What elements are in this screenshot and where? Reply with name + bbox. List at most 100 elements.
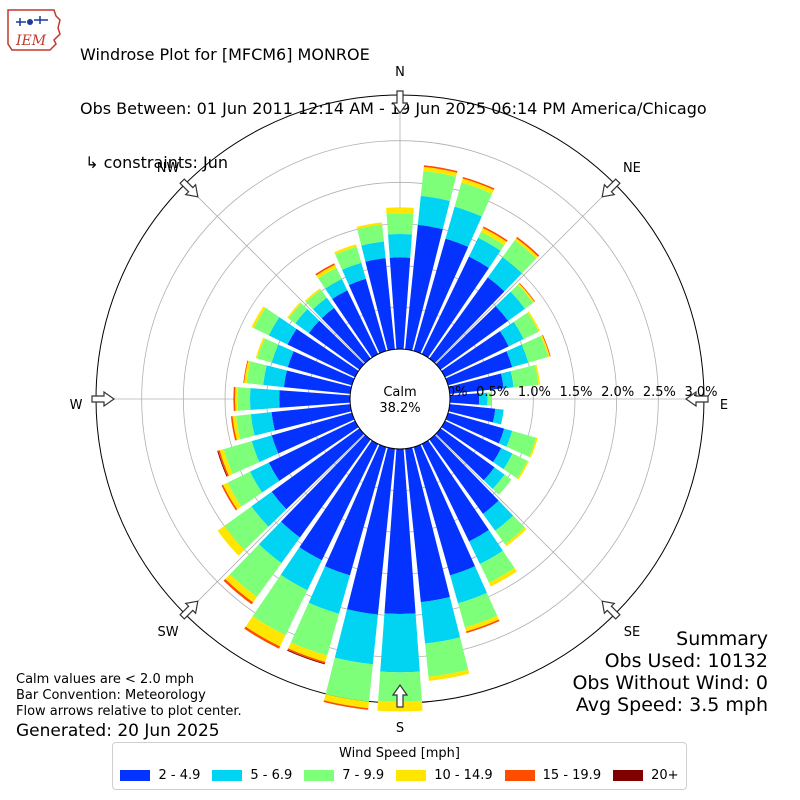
bar-330-bin-1 — [325, 279, 348, 300]
bar-320-bin-3 — [304, 288, 321, 303]
bar-240-bin-2 — [227, 471, 263, 507]
bar-220-bin-1 — [258, 521, 300, 564]
legend-item-1: 5 - 6.9 — [212, 768, 292, 783]
bar-230-bin-0 — [271, 428, 365, 510]
bar-240-bin-0 — [268, 420, 359, 481]
bar-60-bin-1 — [499, 321, 524, 347]
legend-item-3: 10 - 14.9 — [396, 768, 493, 783]
bar-280-bin-3 — [244, 360, 251, 384]
title-line-constraints: ↳ constraints: Jun — [80, 153, 228, 172]
bar-330-bin-0 — [332, 290, 379, 358]
bar-30-bin-3 — [481, 228, 507, 246]
bar-160-bin-0 — [413, 444, 476, 576]
bar-340-bin-0 — [348, 278, 387, 354]
bar-170-bin-3 — [428, 669, 470, 681]
legend-label-5: 20+ — [651, 768, 679, 783]
bar-330-bin-4 — [315, 263, 335, 276]
dir-label-n: N — [395, 65, 405, 80]
legend: Wind Speed [mph] 2 - 4.9 5 - 6.9 7 - 9.9 10… — [112, 742, 687, 790]
bar-40-bin-3 — [514, 238, 539, 259]
bar-250-bin-5 — [217, 450, 228, 477]
bar-50-bin-1 — [495, 291, 525, 321]
bar-0-bin-2 — [386, 213, 414, 235]
bar-10-bin-4 — [423, 165, 458, 173]
bar-10-bin-1 — [417, 195, 450, 230]
bar-240-bin-3 — [223, 482, 242, 510]
direction-labels: N NE E SE S SW W NW — [70, 65, 729, 736]
bar-70-bin-4 — [542, 334, 551, 357]
title-line-station: Windrose Plot for [MFCM6] MONROE — [80, 45, 370, 64]
bar-280-bin-2 — [246, 361, 267, 385]
arrow-sw — [179, 600, 199, 620]
bar-290-bin-3 — [255, 337, 265, 359]
bar-310-bin-0 — [308, 320, 365, 370]
bar-340-bin-2 — [335, 246, 362, 270]
bar-260-bin-0 — [271, 404, 352, 431]
bar-280-bin-1 — [263, 365, 287, 388]
legend-label-2: 7 - 9.9 — [342, 768, 385, 783]
bar-350-bin-0 — [365, 258, 395, 351]
legend-item-2: 7 - 9.9 — [304, 768, 384, 783]
dir-label-ne: NE — [623, 161, 641, 176]
bar-100-bin-1 — [492, 408, 504, 425]
bar-0-bin-1 — [388, 234, 412, 258]
arrow-n — [391, 90, 409, 115]
bar-210-bin-0 — [299, 440, 379, 561]
bar-120-bin-2 — [503, 453, 528, 479]
bar-250-bin-4 — [218, 450, 229, 477]
bar-260-bin-1 — [250, 412, 275, 436]
grid-spoke-315 — [184, 183, 365, 364]
bar-110-bin-0 — [445, 412, 505, 444]
bar-80-bin-2 — [510, 364, 539, 388]
bar-50-bin-4 — [518, 282, 536, 302]
radial-tick-1: 0.5% — [476, 385, 509, 400]
bar-240-bin-4 — [221, 484, 238, 511]
bar-10-bin-2 — [420, 171, 457, 202]
bar-190-bin-3 — [324, 693, 369, 709]
bar-220-bin-2 — [229, 544, 282, 597]
bar-120-bin-3 — [517, 460, 529, 480]
bar-70-bin-2 — [521, 335, 549, 363]
bar-230-bin-1 — [251, 491, 287, 527]
bar-330-bin-3 — [316, 264, 337, 279]
grid-spoke-225 — [184, 434, 365, 615]
bar-300-bin-1 — [268, 317, 297, 345]
radial-tick-5: 2.5% — [643, 385, 676, 400]
direction-arrows — [91, 90, 709, 708]
legend-swatch-3 — [396, 770, 427, 781]
bar-0-bin-3 — [386, 207, 414, 214]
legend-label-0: 2 - 4.9 — [158, 768, 201, 783]
bar-180-bin-1 — [380, 613, 420, 673]
bar-270-bin-0 — [279, 390, 351, 408]
legend-item-0: 2 - 4.9 — [120, 768, 200, 783]
bar-310-bin-3 — [287, 302, 302, 319]
bar-20-bin-1 — [445, 206, 482, 247]
bar-300-bin-2 — [253, 307, 280, 336]
bar-290-bin-2 — [257, 338, 279, 363]
bar-340-bin-3 — [334, 244, 357, 255]
bar-200-bin-4 — [287, 648, 326, 664]
bar-70-bin-1 — [506, 344, 529, 368]
bar-280-bin-4 — [243, 360, 249, 384]
bar-50-bin-2 — [510, 284, 534, 309]
notes: Calm values are < 2.0 mph Bar Convention… — [16, 672, 242, 742]
bar-30-bin-0 — [421, 256, 489, 358]
bar-130-bin-0 — [435, 428, 495, 481]
bar-260-bin-4 — [230, 416, 237, 441]
dir-label-s: S — [396, 721, 404, 736]
bar-270-bin-2 — [237, 387, 251, 411]
legend-label-1: 5 - 6.9 — [250, 768, 293, 783]
bar-350-bin-2 — [357, 224, 384, 246]
bar-170-bin-2 — [425, 637, 469, 677]
flow-arrows-note: Flow arrows relative to plot center. — [16, 704, 242, 719]
legend-swatch-5 — [613, 770, 644, 781]
bar-220-bin-4 — [223, 578, 254, 605]
bar-80-bin-3 — [534, 364, 541, 385]
bar-150-bin-0 — [421, 440, 489, 542]
calm-circle — [349, 348, 451, 450]
arrow-s — [391, 683, 409, 708]
arrow-se — [601, 600, 621, 620]
bar-180-bin-0 — [384, 448, 416, 614]
bar-50-bin-3 — [517, 283, 535, 303]
bar-80-bin-0 — [448, 373, 504, 394]
